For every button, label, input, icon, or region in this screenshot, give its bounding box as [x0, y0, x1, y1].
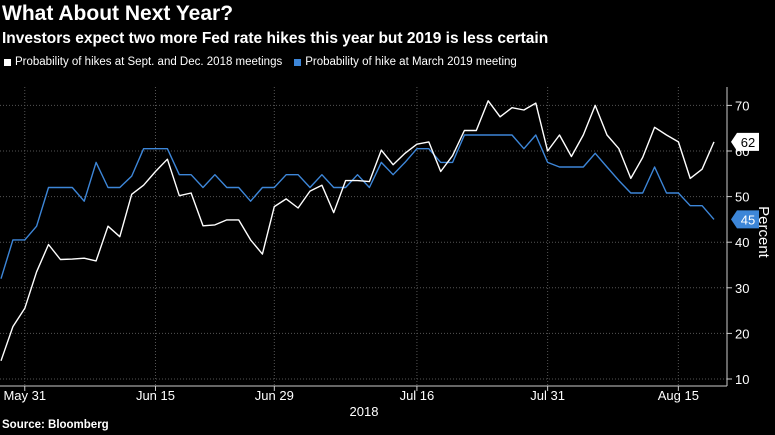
y-tick-label: 30 [735, 281, 749, 296]
x-tick-label: Jun 15 [136, 388, 175, 403]
x-axis: May 31 Jun 15 Jun 29 Jul 16 Jul 31 Aug 15 [0, 385, 727, 403]
y-tick-label: 40 [735, 235, 749, 250]
y-tick-label: 10 [735, 372, 749, 387]
x-tick-label: May 31 [3, 388, 46, 403]
x-tick-label: Aug 15 [658, 388, 699, 403]
chart-subtitle: Investors expect two more Fed rate hikes… [2, 30, 549, 47]
y-tick-label: 50 [735, 190, 749, 205]
legend-swatch-blue [294, 58, 302, 66]
y-tick-label: 20 [735, 326, 749, 341]
x-tick-label: Jun 29 [255, 388, 294, 403]
y-tick-label: 70 [735, 98, 749, 113]
source-note: Source: Bloomberg [2, 419, 109, 431]
legend-label-2018-meetings: Probability of hikes at Sept. and Dec. 2… [15, 56, 283, 68]
y-axis-title: Percent [755, 206, 772, 259]
chart-title: What About Next Year? [2, 2, 234, 25]
legend-item-2018-meetings: Probability of hikes at Sept. and Dec. 2… [4, 56, 282, 68]
chart-legend: Probability of hikes at Sept. and Dec. 2… [4, 56, 529, 68]
legend-swatch-white [4, 58, 11, 66]
series-lines [0, 100, 715, 362]
grid-lines [0, 87, 727, 386]
end-value-label: 62 [741, 135, 755, 150]
x-axis-year-label: 2018 [350, 404, 379, 419]
end-value-labels: 45 62 [731, 132, 759, 229]
series-line-2018-meetings [0, 100, 715, 362]
series-line-2019-meeting [0, 134, 715, 279]
end-value-label: 45 [741, 212, 755, 227]
x-tick-label: Jul 31 [530, 388, 565, 403]
legend-item-2019-meeting: Probability of hike at March 2019 meetin… [294, 56, 517, 68]
x-tick-label: Jul 16 [400, 388, 435, 403]
end-value-tag-2018-meetings [731, 132, 759, 151]
end-value-tag-2019-meeting [731, 210, 759, 229]
legend-label-2019-meeting: Probability of hike at March 2019 meetin… [305, 56, 517, 68]
